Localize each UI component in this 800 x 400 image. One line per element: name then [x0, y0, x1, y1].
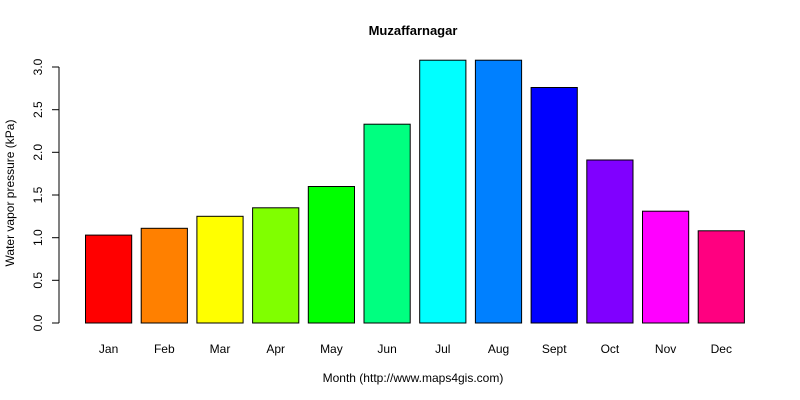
- chart-title: Muzaffarnagar: [369, 23, 458, 38]
- y-tick-label: 2.5: [31, 101, 45, 118]
- y-tick-label: 1.5: [31, 186, 45, 203]
- x-tick-label-apr: Apr: [266, 342, 285, 356]
- bar-mar: [196, 215, 244, 324]
- x-tick-label-dec: Dec: [711, 342, 732, 356]
- x-tick-label-mar: Mar: [210, 342, 231, 356]
- y-tick-label: 2.0: [31, 144, 45, 161]
- bar-may: [307, 186, 355, 324]
- bar-oct: [586, 159, 634, 324]
- y-axis-ticks: 0.0 0.5 1.0 1.5 2.0 2.5 3.0: [31, 58, 59, 331]
- x-tick-label-oct: Oct: [601, 342, 620, 356]
- y-tick-label: 1.0: [31, 229, 45, 246]
- bars-group: [85, 59, 745, 324]
- y-tick-label: 0.5: [31, 272, 45, 289]
- bar-jul: [419, 59, 467, 324]
- x-tick-label-jun: Jun: [377, 342, 396, 356]
- bar-nov: [642, 210, 690, 324]
- y-tick-label: 3.0: [31, 58, 45, 75]
- x-tick-label-feb: Feb: [154, 342, 175, 356]
- bar-jan: [85, 234, 133, 324]
- bar-aug: [474, 59, 523, 324]
- y-tick-label: 0.0: [31, 314, 45, 331]
- x-tick-label-sept: Sept: [542, 342, 567, 356]
- bar-sept: [530, 87, 578, 324]
- x-axis-label: Month (http://www.maps4gis.com): [323, 371, 504, 385]
- bar-apr: [252, 207, 300, 324]
- bar-feb: [140, 227, 188, 324]
- x-tick-labels: Jan Feb Mar Apr May Jun Jul Aug Sept Oct Nov Dec: [99, 342, 732, 356]
- bar-dec: [697, 230, 745, 324]
- x-tick-label-jan: Jan: [99, 342, 118, 356]
- x-tick-label-nov: Nov: [655, 342, 676, 356]
- x-tick-label-jul: Jul: [435, 342, 450, 356]
- x-tick-label-may: May: [320, 342, 343, 356]
- y-axis-label: Water vapor pressure (kPa): [3, 120, 17, 267]
- x-tick-label-aug: Aug: [488, 342, 509, 356]
- bar-jun: [363, 123, 411, 324]
